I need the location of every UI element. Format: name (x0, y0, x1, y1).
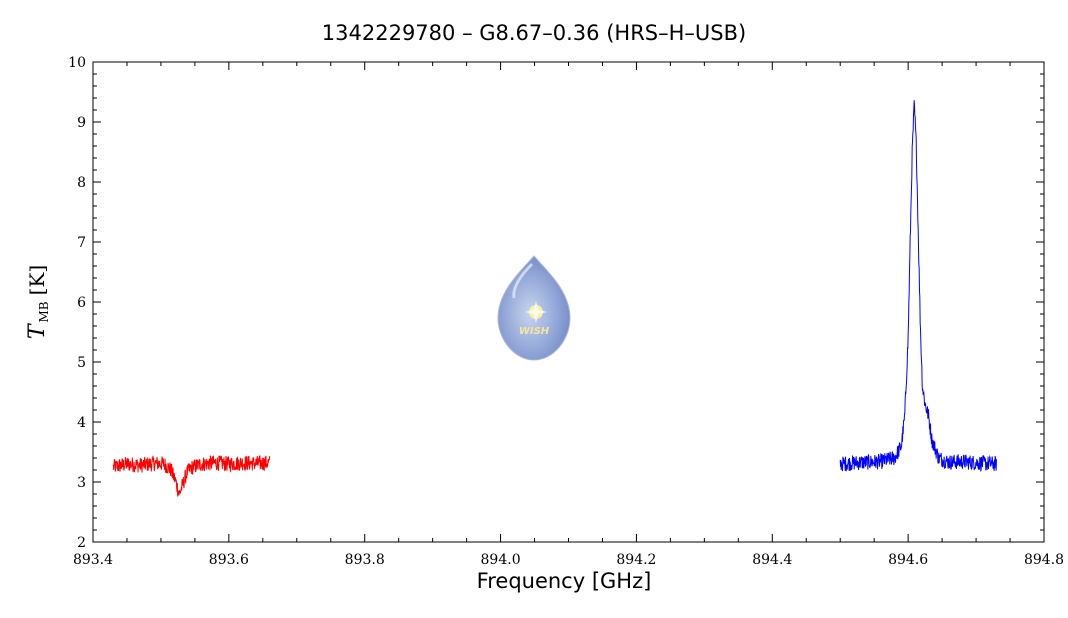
y-tick-label: 5 (77, 355, 86, 371)
y-axis: 2 3 4 5 6 7 8 9 10 (68, 55, 1044, 551)
plot-frame (92, 61, 1045, 543)
series-line-2 (839, 100, 997, 473)
series-layer (112, 100, 997, 497)
x-tick-label: 894.2 (616, 552, 656, 568)
x-tick-label: 893.4 (73, 552, 113, 568)
y-tick-label: 6 (77, 295, 86, 311)
series-line-1 (112, 455, 271, 497)
x-tick-label: 894.4 (752, 552, 792, 568)
x-tick-label: 894.8 (1024, 552, 1064, 568)
chart-title: 1342229780 – G8.67–0.36 (HRS–H–USB) (322, 21, 746, 45)
y-label-symbol: T (25, 322, 50, 339)
x-axis: 893.4 893.6 893.8 894.0 894.2 894.4 894.6 894.8 (73, 62, 1064, 568)
y-tick-label: 8 (77, 175, 86, 191)
x-tick-label: 894.6 (888, 552, 928, 568)
y-label-unit: [K] (25, 265, 49, 296)
y-tick-label: 10 (68, 55, 86, 71)
y-axis-label: TMB [K] (25, 265, 51, 339)
y-tick-label: 3 (77, 475, 86, 491)
logo-text: WISH (519, 326, 550, 337)
x-tick-label: 894.0 (481, 552, 521, 568)
y-tick-label: 4 (77, 415, 86, 431)
y-label-subscript: MB (37, 301, 51, 322)
y-tick-label: 7 (77, 235, 86, 251)
x-tick-label: 893.6 (209, 552, 249, 568)
y-tick-label: 2 (77, 535, 86, 551)
plot-border (92, 61, 1045, 543)
x-axis-label: Frequency [GHz] (477, 569, 652, 593)
y-tick-label: 9 (77, 115, 86, 131)
x-tick-label: 893.8 (345, 552, 385, 568)
wish-logo: WISH (497, 255, 571, 361)
